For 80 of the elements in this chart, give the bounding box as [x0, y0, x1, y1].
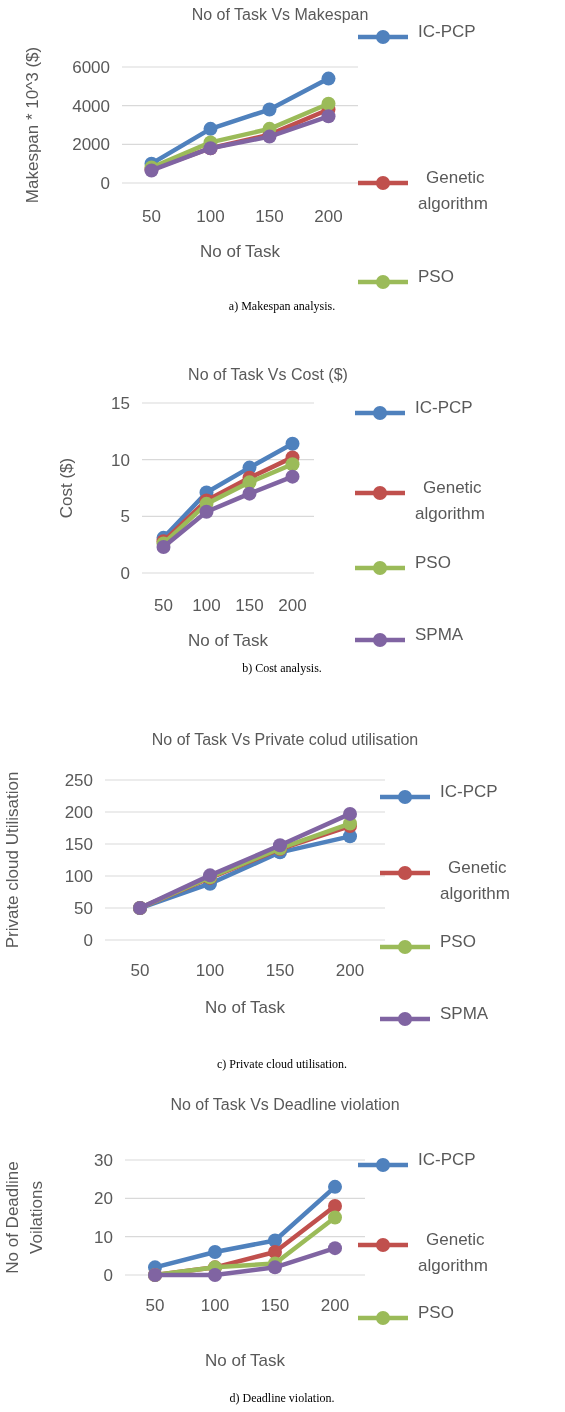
y-tick-label: 0	[120, 563, 130, 583]
y-tick-label: 2000	[72, 135, 110, 155]
x-tick-label: 150	[235, 596, 264, 615]
x-axis-title: No of Task	[204, 1351, 286, 1370]
y-tick-label: 15	[111, 393, 130, 413]
y-axis-title: Cost ($)	[57, 457, 76, 519]
point	[203, 121, 218, 136]
y-tick-label: 5	[120, 507, 130, 527]
legend-label: PSO	[440, 932, 476, 951]
y-axis-title: No of Deadline Voilations	[3, 1161, 46, 1274]
y-tick-label: 0	[100, 173, 110, 193]
text: b) Cost analysis.	[242, 661, 322, 675]
legend-label: IC-PCP	[418, 1150, 476, 1169]
x-axis-title: No of Task	[199, 242, 281, 261]
y-tick-label: 100	[64, 866, 93, 886]
y-tick-label: 150	[64, 834, 93, 854]
legend-label: PSO	[418, 1303, 454, 1322]
chart-title: No of Task Vs Private colud utilisation	[151, 731, 419, 748]
x-tick-label: 100	[196, 207, 225, 226]
legend-label: Genetic algorithm	[418, 168, 488, 213]
point	[328, 1199, 342, 1213]
x-tick-label: 50	[145, 1296, 165, 1315]
point	[328, 1241, 342, 1256]
legend-label: Genetic algorithm	[440, 858, 510, 903]
text: a) Makespan analysis.	[228, 299, 336, 313]
point	[262, 102, 277, 117]
point	[343, 806, 357, 821]
x-tick-label: 150	[265, 961, 295, 980]
legend-label: SPMA	[440, 1004, 489, 1023]
point	[199, 504, 214, 519]
point	[242, 486, 257, 501]
legend-label: PSO	[415, 553, 451, 572]
y-tick-label: 4000	[72, 96, 110, 116]
y-tick-label: 30	[94, 1150, 113, 1170]
legend-label: PSO	[418, 267, 454, 286]
point	[208, 1245, 222, 1259]
x-tick-label: 50	[154, 596, 173, 615]
legend-label: Genetic algorithm	[418, 1230, 488, 1275]
y-axis-title: Private cloud Utilisation	[3, 771, 22, 949]
x-tick-label: 200	[335, 961, 365, 980]
x-tick-label: 200	[314, 207, 343, 226]
x-tick-label: 200	[320, 1296, 350, 1315]
point	[268, 1260, 282, 1275]
y-axis-title: Makespan * 10^3 ($)	[23, 46, 42, 204]
x-tick-label: 150	[255, 207, 284, 226]
y-tick-label: 0	[103, 1265, 113, 1285]
y-tick-label: 20	[94, 1189, 113, 1209]
x-tick-label: 150	[260, 1296, 290, 1315]
legend-label: IC-PCP	[418, 22, 476, 41]
text: c) Private cloud utilisation.	[217, 1057, 347, 1071]
y-tick-label: 0	[83, 930, 93, 950]
y-tick-label: 6000	[72, 57, 110, 77]
x-axis-title: No of Task	[187, 631, 269, 650]
legend-label: SPMA	[415, 625, 464, 644]
x-tick-label: 100	[192, 596, 221, 615]
point	[208, 1268, 222, 1282]
legend-label: IC-PCP	[440, 782, 498, 801]
legend-label: Genetic algorithm	[415, 478, 485, 523]
legend-label: IC-PCP	[415, 398, 473, 417]
point	[268, 1245, 282, 1259]
y-tick-label: 200	[64, 802, 93, 822]
x-tick-label: 100	[200, 1296, 230, 1315]
point	[328, 1179, 342, 1194]
point	[285, 457, 300, 472]
y-tick-label: 250	[64, 770, 93, 790]
x-tick-label: 50	[142, 207, 161, 226]
point	[285, 469, 300, 484]
x-tick-label: 200	[278, 596, 307, 615]
y-tick-label: 10	[111, 450, 130, 470]
x-axis-title: No of Task	[204, 998, 286, 1017]
y-tick-label: 10	[94, 1227, 113, 1247]
chart-title: No of Task Vs Makespan	[191, 6, 369, 23]
point	[328, 1210, 342, 1225]
x-tick-label: 100	[195, 961, 225, 980]
chart-title: No of Task Vs Deadline violation	[170, 1096, 400, 1113]
point	[321, 71, 336, 86]
y-tick-label: 50	[74, 898, 93, 918]
chart-title: No of Task Vs Cost ($)	[188, 366, 348, 383]
point	[285, 436, 300, 451]
text: d) Deadline violation.	[229, 1391, 335, 1405]
